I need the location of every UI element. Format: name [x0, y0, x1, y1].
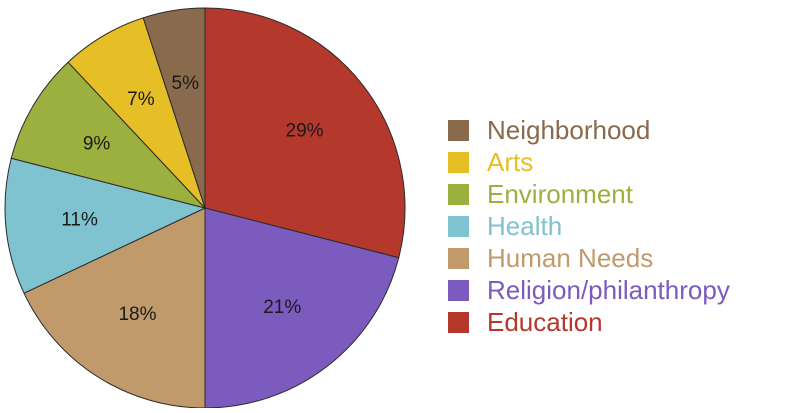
legend-label: Health [487, 211, 563, 241]
legend-label: Education [487, 307, 603, 337]
legend-label: Arts [487, 147, 534, 177]
slice-value-label-human-needs: 18% [118, 304, 156, 325]
legend-item-human-needs: Human Needs [448, 242, 730, 274]
legend-label: Religion/philanthropy [487, 275, 730, 305]
slice-value-label-health: 11% [61, 209, 98, 230]
slice-value-label-environment: 9% [83, 133, 111, 154]
legend-label: Neighborhood [487, 115, 651, 145]
pie-slices [4, 7, 406, 409]
legend-swatch [448, 311, 469, 333]
legend-swatch [448, 279, 469, 301]
slice-value-label-education: 29% [286, 120, 324, 141]
legend-label: Environment [487, 179, 633, 209]
legend-item-education: Education [448, 306, 730, 338]
legend-item-neighborhood: Neighborhood [448, 114, 730, 146]
legend-swatch [448, 183, 469, 205]
legend-item-environment: Environment [448, 178, 730, 210]
pie-slice-labels: 29% 21% 18% 11% 9% 7% 5% [61, 73, 323, 325]
legend-swatch [448, 247, 469, 269]
slice-value-label-neighborhood: 5% [172, 73, 200, 94]
pie-slice-neighborhood [142, 7, 206, 209]
legend-label: Human Needs [487, 243, 654, 273]
pie-slice-education [204, 7, 406, 259]
legend-swatch [448, 119, 469, 141]
legend-swatch [448, 215, 469, 237]
legend-item-health: Health [448, 210, 730, 242]
legend-swatch [448, 151, 469, 173]
pie-slice-human-needs [23, 207, 206, 409]
pie-slice-environment [10, 61, 207, 209]
chart-legend: Neighborhood Arts Environment Health Human N… [448, 114, 730, 338]
pie-slice-religion-philanthropy [204, 207, 400, 409]
legend-item-religion-philanthropy: Religion/philanthropy [448, 274, 730, 306]
slice-value-label-arts: 7% [127, 89, 155, 110]
pie-slice-health [4, 157, 207, 294]
slice-value-label-religion-philanthropy: 21% [263, 297, 301, 318]
legend-item-arts: Arts [448, 146, 730, 178]
